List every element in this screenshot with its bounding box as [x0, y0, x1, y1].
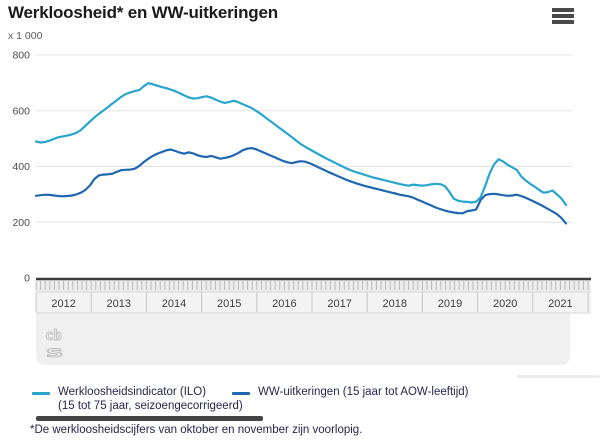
y-tick-label: 800: [12, 50, 30, 62]
page-title: Werkloosheid* en WW-uitkeringen: [8, 3, 278, 22]
legend-item-werkloosheidsindicator[interactable]: Werkloosheidsindicator (ILO) (15 tot 75 …: [32, 386, 243, 413]
x-year-label: 2015: [217, 298, 241, 310]
x-ruler-tick-strip: [36, 280, 591, 292]
x-year-label: 2021: [548, 298, 572, 310]
x-year-label: 2014: [162, 298, 186, 310]
legend-swatch-darkblue: [232, 392, 250, 395]
legend-item-ww-uitkeringen[interactable]: WW-uitkeringen (15 jaar tot AOW-leeftijd…: [232, 386, 468, 400]
footnote: *De werkloosheidscijfers van oktober en …: [30, 424, 363, 436]
x-year-label: 2019: [438, 298, 462, 310]
legend-label-line1: Werkloosheidsindicator (ILO): [58, 386, 207, 398]
x-year-label: 2016: [272, 298, 296, 310]
x-ruler-year-row: [36, 292, 591, 313]
y-tick-label: 600: [12, 105, 30, 117]
h-scrollbar-thumb[interactable]: [36, 416, 263, 421]
hamburger-menu-icon[interactable]: [552, 8, 574, 26]
x-year-label: 2012: [51, 298, 75, 310]
y-axis-unit-label: x 1 000: [8, 30, 43, 42]
x-year-label: 2013: [107, 298, 131, 310]
svg-text:s: s: [45, 343, 64, 361]
y-tick-label: 400: [12, 161, 30, 173]
x-year-label: 2020: [493, 298, 517, 310]
legend-swatch-lightblue: [32, 392, 50, 395]
legend-label-line2: (15 tot 75 jaar, seizoengecorrigeerd): [58, 399, 243, 412]
footer-panel: [36, 280, 570, 365]
svg-text:cb: cb: [45, 328, 62, 344]
x-year-label: 2017: [327, 298, 351, 310]
plot-area[interactable]: [36, 55, 572, 278]
y-tick-label: 0: [24, 273, 30, 285]
panel-edge: [517, 375, 600, 378]
legend-label-line1: WW-uitkeringen (15 jaar tot AOW-leeftijd…: [258, 386, 469, 398]
y-tick-label: 200: [12, 217, 30, 229]
x-year-label: 2018: [383, 298, 407, 310]
cbs-logo: cbs: [44, 328, 64, 362]
